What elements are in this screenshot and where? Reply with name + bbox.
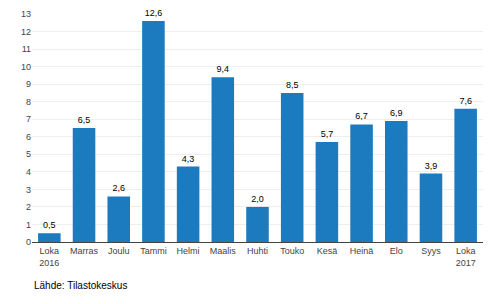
svg-text:3: 3 xyxy=(26,185,31,195)
svg-text:1: 1 xyxy=(26,220,31,230)
svg-text:Marras: Marras xyxy=(70,246,99,256)
svg-text:Tammi: Tammi xyxy=(140,246,167,256)
svg-text:2,0: 2,0 xyxy=(251,194,264,204)
svg-text:6,9: 6,9 xyxy=(390,108,403,118)
svg-text:2,6: 2,6 xyxy=(112,183,125,193)
svg-text:Loka2017: Loka2017 xyxy=(456,246,476,268)
svg-text:12,6: 12,6 xyxy=(145,8,163,18)
svg-text:6: 6 xyxy=(26,132,31,142)
svg-text:Elo: Elo xyxy=(390,246,403,256)
svg-text:Helmi: Helmi xyxy=(177,246,200,256)
svg-text:3,9: 3,9 xyxy=(425,161,438,171)
svg-text:Heinä: Heinä xyxy=(350,246,374,256)
svg-text:0: 0 xyxy=(26,237,31,247)
svg-text:6,5: 6,5 xyxy=(78,115,91,125)
svg-text:5,7: 5,7 xyxy=(321,129,334,139)
svg-text:12: 12 xyxy=(21,27,31,37)
svg-text:6,7: 6,7 xyxy=(355,111,368,121)
svg-text:11: 11 xyxy=(22,44,31,54)
svg-text:Kesä: Kesä xyxy=(317,246,338,256)
svg-text:Lähde: Tilastokeskus: Lähde: Tilastokeskus xyxy=(34,280,127,291)
svg-text:Maalis: Maalis xyxy=(210,246,237,256)
svg-text:Huhti: Huhti xyxy=(247,246,268,256)
svg-text:Joulu: Joulu xyxy=(108,246,130,256)
svg-text:7,6: 7,6 xyxy=(459,96,472,106)
svg-text:4,3: 4,3 xyxy=(182,154,195,164)
svg-text:Syys: Syys xyxy=(421,246,441,256)
svg-text:10: 10 xyxy=(21,62,31,72)
svg-text:9: 9 xyxy=(26,79,31,89)
svg-text:7: 7 xyxy=(26,114,31,124)
svg-text:4: 4 xyxy=(26,167,31,177)
svg-text:9,4: 9,4 xyxy=(217,64,230,74)
svg-text:Loka2016: Loka2016 xyxy=(39,246,59,268)
svg-text:5: 5 xyxy=(26,149,31,159)
svg-text:8,5: 8,5 xyxy=(286,80,299,90)
svg-text:13: 13 xyxy=(21,9,31,19)
svg-text:Touko: Touko xyxy=(280,246,304,256)
svg-text:8: 8 xyxy=(26,97,31,107)
svg-text:2: 2 xyxy=(26,202,31,212)
svg-text:0,5: 0,5 xyxy=(43,220,56,230)
